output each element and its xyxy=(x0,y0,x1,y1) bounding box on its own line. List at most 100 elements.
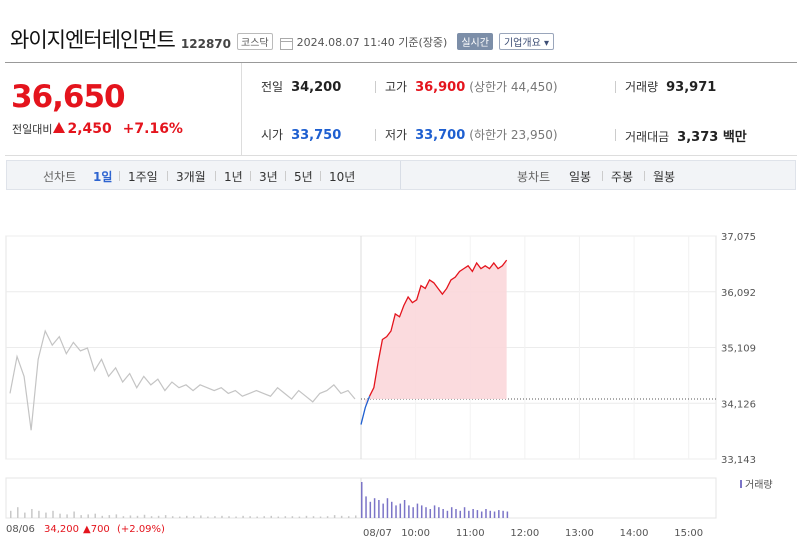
volume-bar xyxy=(333,515,336,518)
tab-1-day[interactable]: 1일 xyxy=(93,170,113,184)
volume-bar xyxy=(429,509,432,518)
volume-bar xyxy=(249,516,251,518)
volume-bar xyxy=(73,511,75,518)
volume-bar xyxy=(489,510,492,518)
tab-daily-candle[interactable]: 일봉 xyxy=(569,170,592,184)
volume-bar xyxy=(485,509,487,518)
volume-bar xyxy=(502,510,504,518)
tab-monthly-candle[interactable]: 월봉 xyxy=(653,170,676,184)
volume-bar xyxy=(17,507,19,518)
tab-5-year[interactable]: 5년 xyxy=(294,170,313,184)
realtime-button[interactable]: 실시간 xyxy=(457,33,493,50)
prev-day-date: 08/06 xyxy=(6,524,35,535)
price-change: 전일대비 2,450 +7.16% xyxy=(12,121,183,137)
volume-bar xyxy=(298,516,301,518)
volume-bar xyxy=(403,500,406,518)
volume-bar xyxy=(373,498,376,518)
volume-bar xyxy=(355,515,357,518)
price-line-above-ref xyxy=(368,259,508,397)
volume-bar xyxy=(463,507,466,518)
candle-chart-label: 봉차트 xyxy=(517,170,551,184)
tab-3-month[interactable]: 3개월 xyxy=(176,170,206,184)
tab-1-year[interactable]: 1년 xyxy=(224,170,243,184)
volume-bar xyxy=(386,498,389,518)
tab-3-year[interactable]: 3년 xyxy=(259,170,278,184)
prev-day-change-pct: (+2.09%) xyxy=(117,524,165,535)
volume-bar xyxy=(150,516,153,518)
line-chart-label: 선차트 xyxy=(43,170,77,184)
volume-bar xyxy=(228,516,230,518)
volume-bar xyxy=(395,505,397,518)
up-arrow-icon xyxy=(53,122,66,133)
market-badge: 코스닥 xyxy=(237,33,273,50)
volume-legend-label: 거래량 xyxy=(745,479,773,491)
volume-bar xyxy=(416,503,419,518)
change-value: 2,450 xyxy=(67,121,112,137)
volume-bar xyxy=(408,505,410,518)
volume-bar xyxy=(31,509,33,518)
volume-bar xyxy=(235,516,237,518)
current-price: 36,650 xyxy=(11,79,126,115)
volume-bar xyxy=(506,511,509,518)
tab-1-week[interactable]: 1주일 xyxy=(128,170,158,184)
volume-bar xyxy=(171,516,174,518)
volume-bar xyxy=(305,515,308,518)
volume-bar xyxy=(207,516,209,518)
volume-bar xyxy=(291,516,294,518)
volume-bar xyxy=(270,515,273,518)
volume-bar xyxy=(365,496,367,518)
prev-day-change: ▲700 xyxy=(83,524,110,535)
volume-bar xyxy=(200,515,202,518)
volume-bar xyxy=(450,507,453,518)
volume-bar xyxy=(326,516,329,518)
volume-bar xyxy=(101,515,104,518)
change-percent: +7.16% xyxy=(122,121,183,137)
volume-bar xyxy=(214,516,216,518)
y-tick-label: 34,126 xyxy=(721,399,756,410)
volume-bar xyxy=(122,516,125,518)
prev-day-price-line xyxy=(9,329,356,431)
volume-bar xyxy=(420,505,423,518)
tab-10-year[interactable]: 10년 xyxy=(329,170,356,184)
volume-bar xyxy=(157,515,160,518)
volume-bar xyxy=(459,510,462,518)
volume-bar xyxy=(242,515,244,518)
volume-bar xyxy=(66,514,68,518)
volume-bar xyxy=(390,501,393,518)
y-tick-label: 36,092 xyxy=(721,288,756,299)
volume-bar xyxy=(442,509,444,518)
up-area-fill xyxy=(365,260,507,408)
quote-summary: 36,650 전일대비 2,450 +7.16% 전일 34,200 고가 36,90… xyxy=(5,62,797,156)
volume-bar xyxy=(438,507,440,518)
volume-bar xyxy=(136,515,139,518)
x-tick-label: 12:00 xyxy=(510,528,539,539)
volume-bar xyxy=(455,509,457,518)
volume-bar xyxy=(312,516,315,518)
volume-bar xyxy=(186,515,188,518)
trade-amount: 거래대금 3,373 백만 xyxy=(625,130,747,145)
tab-weekly-candle[interactable]: 주봉 xyxy=(611,170,634,184)
volume-bar xyxy=(193,516,195,518)
volume-bar xyxy=(399,503,402,518)
x-tick-label: 10:00 xyxy=(401,528,430,539)
volume-bar xyxy=(143,514,146,518)
volume-bar xyxy=(277,516,280,518)
volume-bar xyxy=(476,510,479,518)
x-tick-label: 14:00 xyxy=(620,528,649,539)
volume-bar xyxy=(378,500,380,518)
volume-bar xyxy=(129,515,132,518)
volume-bar xyxy=(446,510,449,518)
low-price: 저가 33,700 (하한가 23,950) xyxy=(385,128,558,143)
calendar-icon xyxy=(279,38,293,50)
volume-bar xyxy=(319,516,322,518)
volume-bar xyxy=(164,515,167,518)
volume-bar xyxy=(38,510,40,518)
volume-bar xyxy=(340,515,343,518)
y-tick-label: 37,075 xyxy=(721,232,756,243)
current-price-panel: 36,650 전일대비 2,450 +7.16% xyxy=(5,63,242,155)
volume-bar xyxy=(87,514,89,518)
volume-bar xyxy=(94,513,96,518)
volume-bar xyxy=(24,512,26,518)
company-overview-button[interactable]: 기업개요 ▾ xyxy=(498,33,554,50)
